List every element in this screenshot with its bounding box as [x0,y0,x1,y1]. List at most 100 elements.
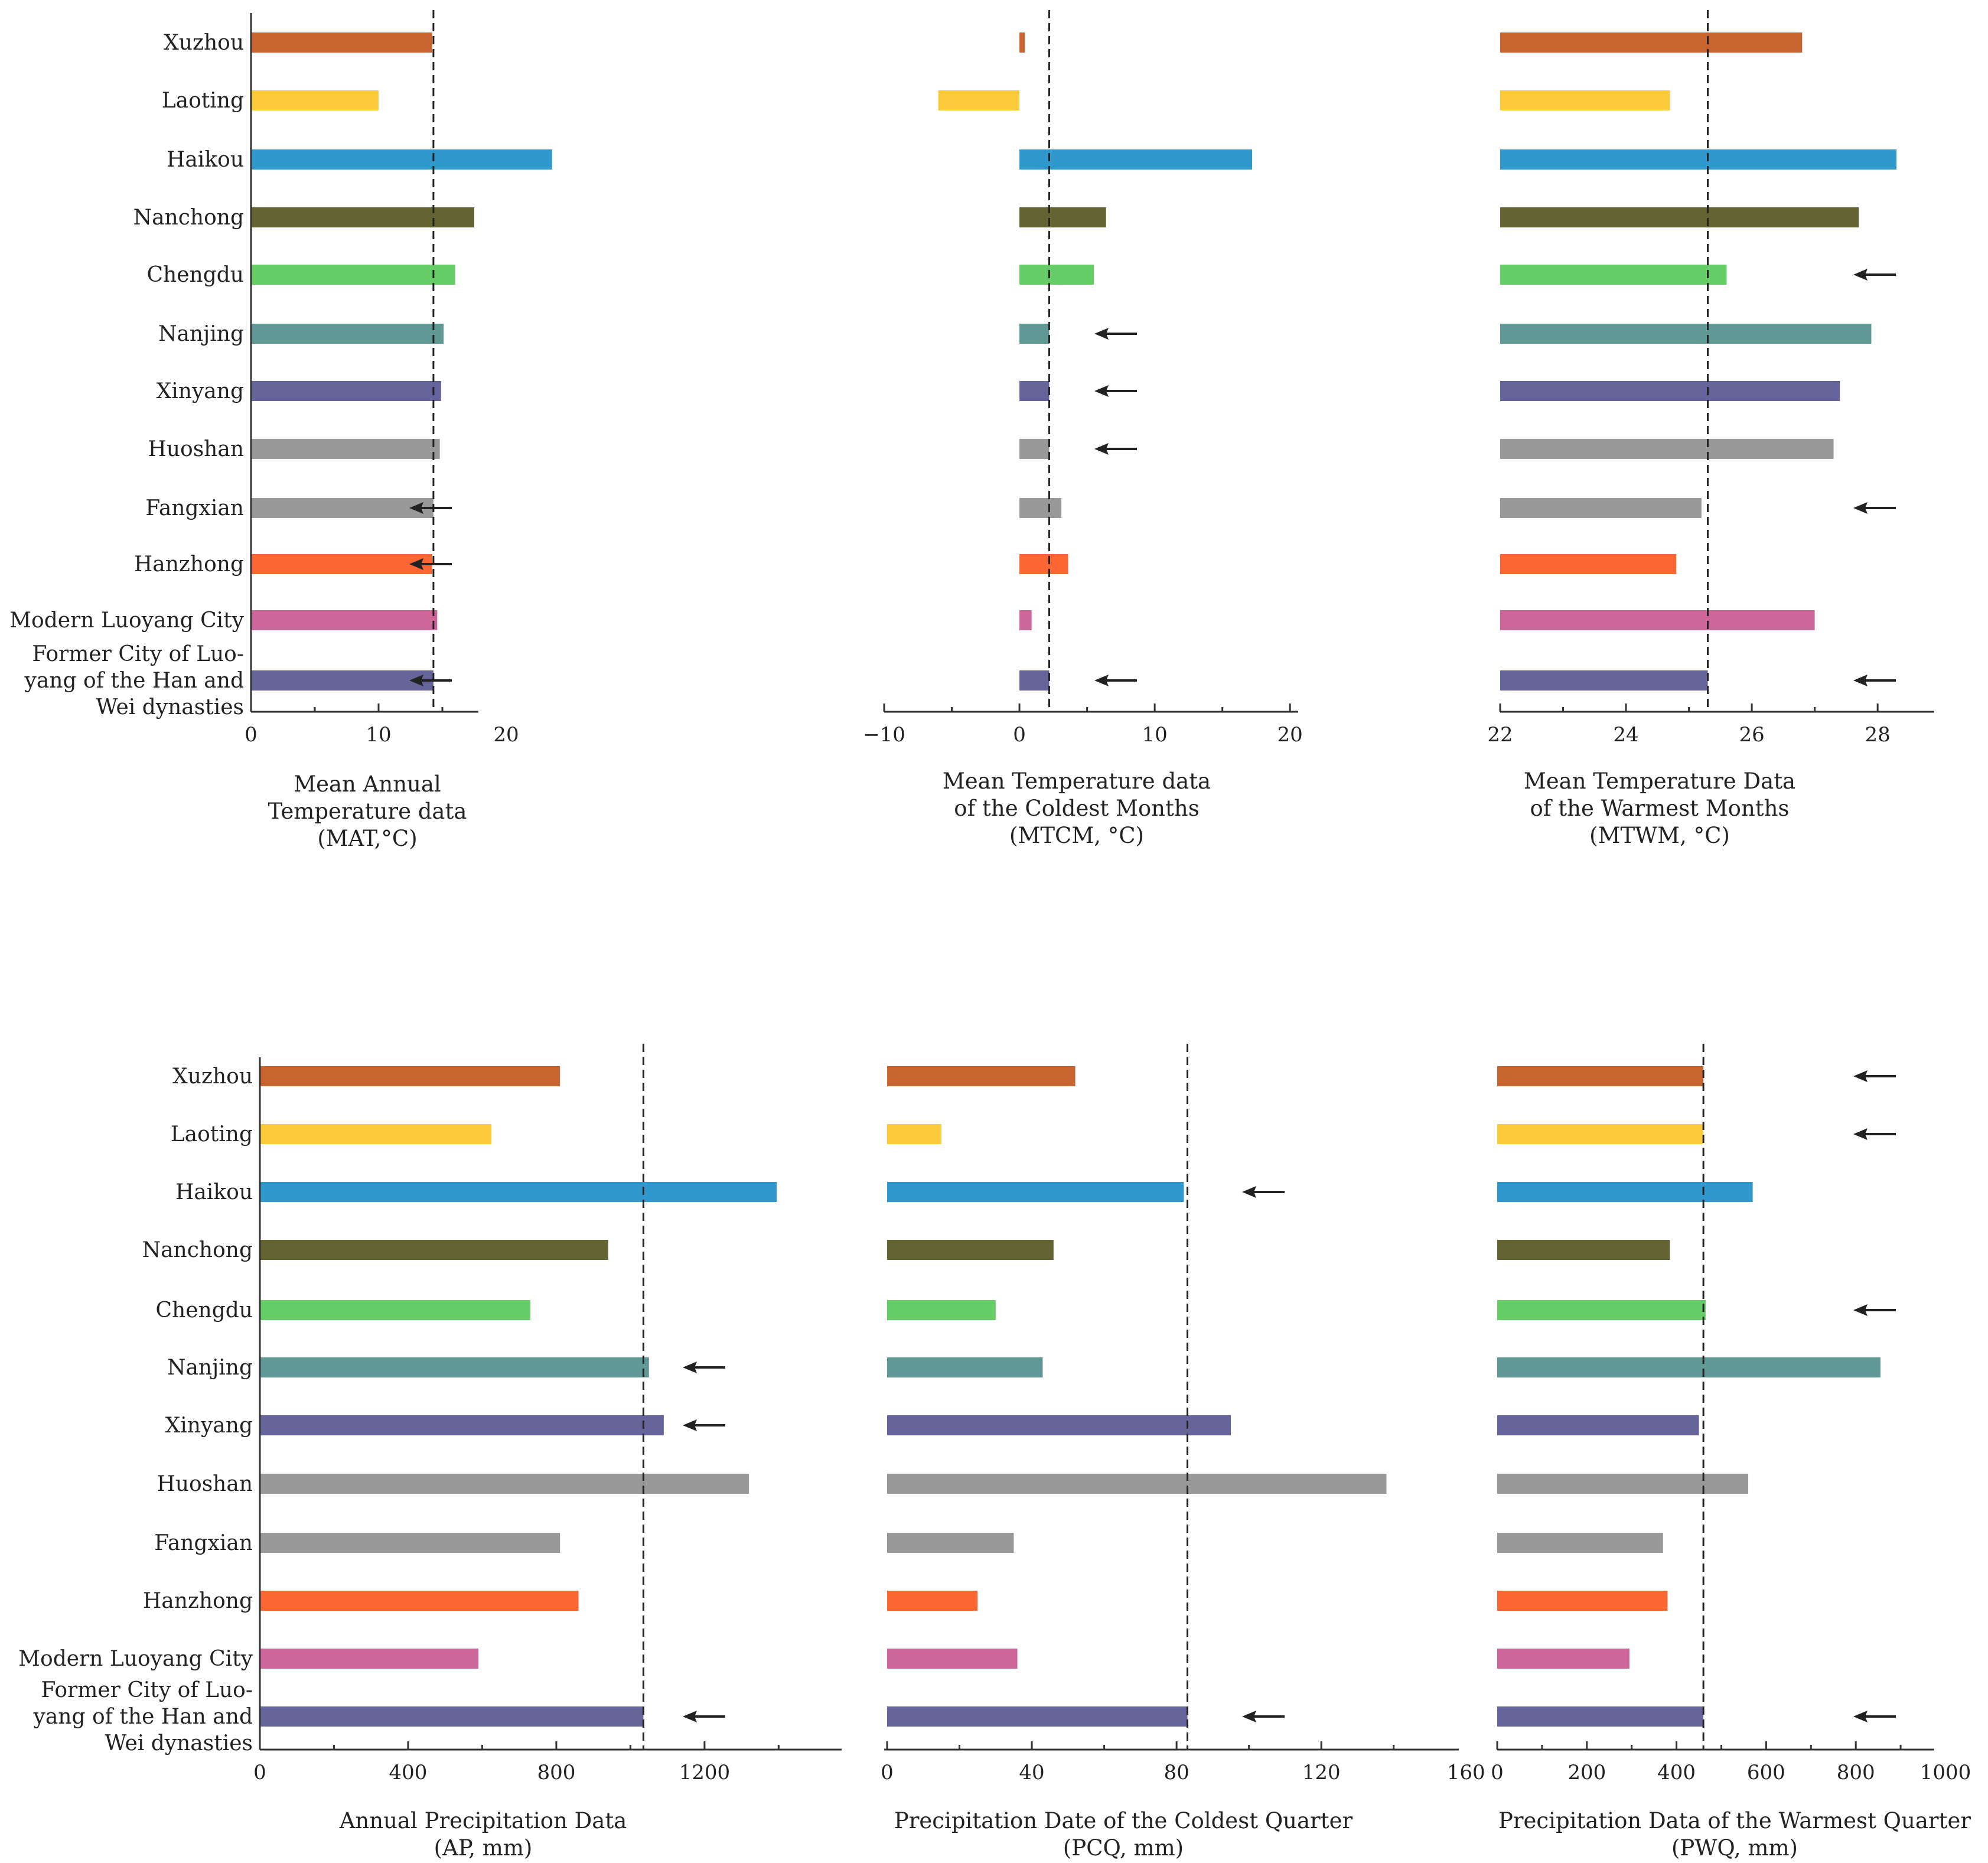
arrow-icon-mtcm-7 [1094,443,1137,455]
arrow-head [1094,443,1109,455]
axis-title-ap-line-1: (AP, mm) [434,1835,533,1861]
bar-mat-11 [251,670,434,691]
arrow-head [1853,1304,1868,1316]
bar-pwq-4 [1497,1300,1706,1320]
bar-mtwm-6 [1500,381,1840,401]
arrow-icon-pwq-0 [1853,1070,1896,1082]
axis-title-mat-line-1: Temperature data [268,799,467,824]
arrow-head [1094,328,1109,340]
category-label-4-line-0: Chengdu [156,1298,253,1323]
x-tick-label-pwq-5: 1000 [1920,1761,1971,1784]
bar-mtwm-11 [1500,670,1708,691]
bar-pwq-2 [1497,1182,1753,1202]
x-tick-label-pwq-1: 200 [1567,1761,1606,1784]
bar-mtcm-11 [1019,670,1050,691]
axis-title-mtcm-line-1: of the Coldest Months [954,796,1199,821]
category-label-10-line-0: Modern Luoyang City [9,608,244,633]
category-label-11-line-2: Wei dynasties [105,1731,253,1755]
bar-ap-0 [260,1066,560,1086]
bar-pwq-11 [1497,1706,1704,1727]
category-label-0-line-0: Xuzhou [172,1064,253,1089]
bar-pwq-6 [1497,1415,1699,1435]
bar-mtcm-5 [1019,324,1050,344]
x-tick-label-ap-1: 400 [389,1761,428,1784]
arrow-head [1094,385,1109,397]
bar-mat-5 [251,324,444,344]
axis-title-mtwm-line-1: of the Warmest Months [1530,796,1790,821]
bar-mtwm-8 [1500,498,1702,518]
axis-title-pwq-line-0: Precipitation Data of the Warmest Quarte… [1498,1808,1971,1833]
bar-mtwm-2 [1500,149,1897,170]
x-tick-label-pwq-2: 400 [1657,1761,1696,1784]
bar-mtcm-10 [1019,610,1032,630]
category-label-2-line-0: Haikou [167,148,244,172]
bar-mtcm-2 [1019,149,1253,170]
arrow-icon-pwq-4 [1853,1304,1896,1316]
arrow-head [683,1711,697,1722]
chart-mat: Xuzhou Laoting Haikou Nanchong Chengdu Nanjin… [9,10,552,851]
bar-mtcm-9 [1019,554,1068,574]
bar-ap-2 [260,1182,777,1202]
arrow-head [683,1419,697,1431]
category-label-8-line-0: Fangxian [154,1531,253,1555]
category-label-11-line-1: yang of the Han and [24,669,245,693]
arrow-head [1853,1070,1868,1082]
category-label-8-line-0: Fangxian [145,496,244,520]
bar-pwq-3 [1497,1240,1670,1260]
chart-pcq: 0 40 80 120 160 Precipitation Date of the Col… [881,1044,1485,1861]
x-tick-label-pcq-1: 40 [1019,1761,1044,1784]
arrow-icon-pwq-1 [1853,1128,1896,1140]
bar-mtcm-0 [1019,32,1025,53]
arrow-icon-mtcm-11 [1094,675,1137,686]
x-tick-label-mat-0: 0 [245,723,258,747]
bar-mtwm-0 [1500,32,1803,53]
category-label-4-line-0: Chengdu [147,263,245,287]
x-tick-label-mtcm-0: −10 [863,723,905,747]
bar-pcq-5 [887,1357,1043,1377]
arrow-icon-mat-9 [409,558,452,570]
arrow-head [1853,1711,1868,1722]
arrow-icon-pcq-11 [1242,1711,1285,1722]
x-tick-label-mtwm-3: 28 [1865,723,1890,747]
axis-title-mat-line-0: Mean Annual [294,771,441,797]
arrow-head [1853,675,1868,686]
category-label-0-line-0: Xuzhou [164,31,244,55]
category-label-6-line-0: Xinyang [157,379,244,403]
axis-title-pwq-line-1: (PWQ, mm) [1671,1835,1798,1861]
bar-pcq-9 [887,1591,978,1611]
arrow-icon-ap-6 [683,1419,725,1431]
category-label-7-line-0: Huoshan [148,437,244,461]
bar-mtcm-7 [1019,439,1050,459]
bar-mat-2 [251,149,552,170]
bar-mtcm-4 [1019,265,1094,285]
bar-pcq-11 [887,1706,1188,1727]
bar-ap-6 [260,1415,664,1435]
bar-ap-3 [260,1240,608,1260]
bar-pcq-7 [887,1474,1387,1494]
x-tick-label-pcq-4: 160 [1447,1761,1485,1784]
bar-pcq-1 [887,1124,941,1144]
bar-ap-4 [260,1300,530,1320]
bar-mat-7 [251,439,440,459]
x-tick-label-mtcm-1: 0 [1013,723,1026,747]
arrow-head [1242,1711,1256,1722]
bar-pcq-3 [887,1240,1054,1260]
arrow-head [1094,675,1109,686]
x-tick-label-mat-1: 10 [366,723,391,747]
bar-mat-3 [251,207,474,227]
axis-title-mtwm-line-2: (MTWM, °C) [1589,823,1730,848]
category-label-5-line-0: Nanjing [167,1356,253,1380]
category-label-2-line-0: Haikou [175,1180,253,1204]
x-tick-label-mtwm-1: 24 [1613,723,1638,747]
bar-mtcm-8 [1019,498,1062,518]
bar-pwq-1 [1497,1124,1704,1144]
bar-pwq-5 [1497,1357,1881,1377]
bar-pwq-0 [1497,1066,1704,1086]
category-label-1-line-0: Laoting [171,1122,253,1147]
arrow-icon-pcq-2 [1242,1186,1285,1198]
bar-pcq-4 [887,1300,996,1320]
x-tick-label-pwq-4: 800 [1837,1761,1875,1784]
